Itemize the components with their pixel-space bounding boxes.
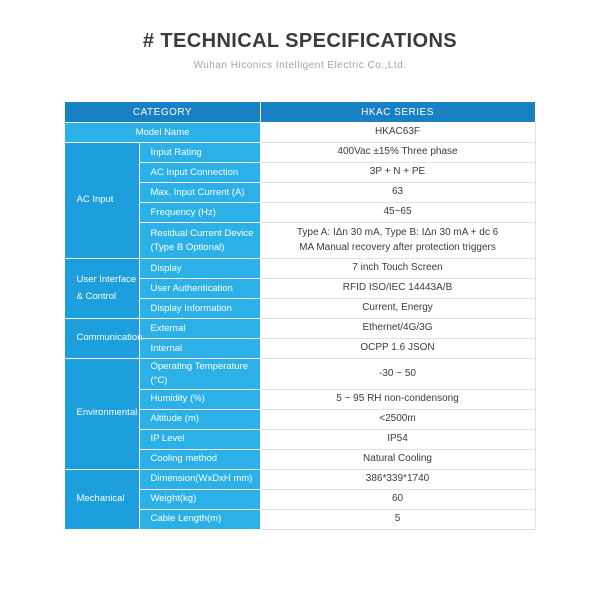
param-label: Internal bbox=[139, 338, 261, 359]
category-cell-communication: Communication bbox=[64, 318, 142, 359]
param-label: Weight(kg) bbox=[139, 488, 261, 510]
param-label: Dimension(WxDxH mm) bbox=[139, 468, 261, 490]
page-title: # TECHNICAL SPECIFICATIONS bbox=[142, 30, 458, 52]
param-value: 45~65 bbox=[259, 202, 536, 223]
param-value: Ethernet/4G/3G bbox=[259, 318, 536, 339]
param-value: <2500m bbox=[259, 408, 536, 430]
table-row: Communication External Ethernet/4G/3G bbox=[64, 318, 536, 359]
table-row: User Authentication RFID ISO/IEC 14443A/… bbox=[65, 278, 536, 299]
table-row: Mechanical Dimension(WxDxH mm) 386*339*1… bbox=[64, 468, 536, 530]
table-row: Display Information Current, Energy bbox=[65, 298, 536, 319]
table-row: AC Input Input Rating 400Vac ±15% Three … bbox=[64, 142, 536, 259]
param-label: Max. Input Current (A) bbox=[139, 182, 261, 203]
param-label: Frequency (Hz) bbox=[139, 202, 261, 223]
param-value: OCPP 1.6 JSON bbox=[259, 338, 536, 359]
param-value: 7 inch Touch Screen bbox=[259, 258, 536, 279]
param-value: IP54 bbox=[259, 428, 536, 450]
param-label: External bbox=[139, 318, 261, 339]
table-row: Residual Current Device (Type B Optional… bbox=[65, 222, 536, 259]
param-value: 386*339*1740 bbox=[259, 468, 536, 490]
param-value: Natural Cooling bbox=[259, 448, 536, 470]
table-row: Altitude (m) <2500m bbox=[65, 408, 536, 430]
param-label: Input Rating bbox=[139, 142, 261, 163]
category-cell-mechanical: Mechanical bbox=[64, 468, 141, 530]
header-category: CATEGORY bbox=[64, 101, 261, 123]
param-label: IP Level bbox=[139, 428, 261, 450]
param-label: Cable Length(m) bbox=[139, 508, 261, 530]
category-cell-ac-input: AC Input bbox=[64, 142, 141, 259]
param-label: Humidity (%) bbox=[139, 388, 261, 410]
table-row: IP Level IP54 bbox=[65, 428, 536, 450]
param-value: RFID ISO/IEC 14443A/B bbox=[259, 278, 536, 299]
param-value: Type A: IΔn 30 mA, Type B: IΔn 30 mA + d… bbox=[259, 222, 536, 259]
param-value: 5 ~ 95 RH non-condensong bbox=[259, 388, 536, 410]
header-series: HKAC SERIES bbox=[259, 101, 536, 123]
param-value: -30 ~ 50 bbox=[259, 358, 536, 390]
param-value: 5 bbox=[259, 508, 536, 530]
param-label: AC Input Connection bbox=[139, 162, 261, 183]
param-label: Operating Temperature (°C) bbox=[139, 358, 261, 390]
table-row: Internal OCPP 1.6 JSON bbox=[65, 338, 536, 359]
category-cell-environmental: Environmental bbox=[64, 358, 141, 470]
spec-table: CATEGORY HKAC SERIES Model Name HKAC63F … bbox=[64, 101, 536, 530]
param-value: 3P + N + PE bbox=[259, 162, 536, 183]
param-value: 400Vac ±15% Three phase bbox=[259, 142, 536, 163]
table-row: Weight(kg) 60 bbox=[65, 488, 536, 510]
table-row: Humidity (%) 5 ~ 95 RH non-condensong bbox=[65, 388, 536, 410]
table-row: User Interface & Control Display 7 inch … bbox=[64, 258, 536, 319]
model-name-value: HKAC63F bbox=[259, 122, 536, 143]
param-label: Cooling method bbox=[139, 448, 261, 470]
table-row: Max. Input Current (A) 63 bbox=[65, 182, 536, 203]
param-value: 63 bbox=[259, 182, 536, 203]
param-label: Display Information bbox=[139, 298, 261, 319]
table-header-row: CATEGORY HKAC SERIES bbox=[64, 101, 536, 123]
table-row: Environmental Operating Temperature (°C)… bbox=[64, 358, 536, 470]
param-label: Display bbox=[139, 258, 261, 279]
param-label: Residual Current Device (Type B Optional… bbox=[139, 222, 261, 259]
table-row: Frequency (Hz) 45~65 bbox=[65, 202, 536, 223]
company-subtitle: Wuhan Hiconics Intelligent Electric Co.,… bbox=[193, 60, 407, 71]
table-row: AC Input Connection 3P + N + PE bbox=[65, 162, 536, 183]
param-value: Current, Energy bbox=[259, 298, 536, 319]
category-cell-user-interface: User Interface & Control bbox=[64, 258, 141, 319]
param-label: Altitude (m) bbox=[139, 408, 261, 430]
param-label: User Authentication bbox=[139, 278, 261, 299]
param-value: 60 bbox=[259, 488, 536, 510]
model-name-label: Model Name bbox=[64, 122, 261, 143]
table-row: Cable Length(m) 5 bbox=[65, 508, 536, 530]
table-row: Model Name HKAC63F bbox=[64, 122, 536, 143]
